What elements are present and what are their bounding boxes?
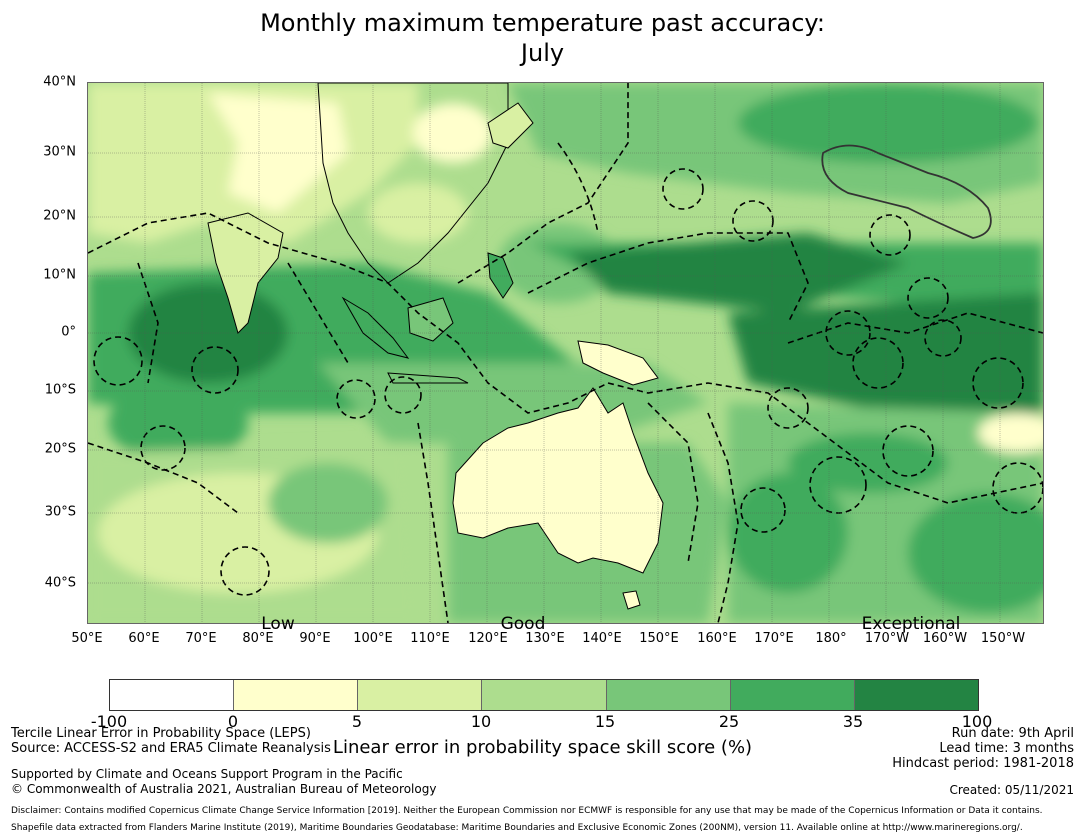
lon-label-90e: 90°E: [299, 631, 331, 646]
colorbar-segment: [358, 680, 483, 710]
disclaimer-text: Disclaimer: Contains modified Copernicus…: [11, 806, 1043, 816]
colorbar-tick: -100: [90, 712, 128, 731]
support-text: Supported by Climate and Oceans Support …: [11, 767, 403, 781]
source-text: Source: ACCESS-S2 and ERA5 Climate Reana…: [11, 741, 331, 756]
lon-label-170e: 170°E: [754, 631, 794, 646]
lon-label-60e: 60°E: [128, 631, 160, 646]
lon-label-170w: 170°W: [864, 631, 910, 646]
title-line-2: July: [520, 39, 565, 67]
lon-label-130e: 130°E: [525, 631, 565, 646]
lead-time-text: Lead time: 3 months: [939, 741, 1074, 756]
chart-title: Monthly maximum temperature past accurac…: [0, 8, 1085, 68]
lon-label-110e: 110°E: [410, 631, 450, 646]
colorbar-tick: 15: [594, 712, 616, 731]
colorbar-segment: [482, 680, 607, 710]
lat-label-40s: 40°S: [44, 575, 76, 591]
shapefile-credit-text: Shapefile data extracted from Flanders M…: [11, 823, 1023, 833]
copyright-text: © Commonwealth of Australia 2021, Austra…: [11, 782, 437, 796]
lat-label-10s: 10°S: [44, 382, 76, 398]
colorbar-segment: [606, 680, 731, 710]
skill-label-exceptional: Exceptional: [861, 614, 961, 634]
lon-label-160e: 160°E: [697, 631, 737, 646]
skill-field: [88, 83, 1043, 623]
lat-label-20n: 20°N: [43, 208, 76, 224]
lon-label-50e: 50°E: [71, 631, 103, 646]
lat-label-30s: 30°S: [44, 504, 76, 520]
india-land: [207, 212, 284, 334]
skill-label-good: Good: [500, 614, 546, 634]
eez-boundaries: [88, 83, 1043, 623]
lon-label-70e: 70°E: [185, 631, 217, 646]
run-date-text: Run date: 9th April: [951, 726, 1074, 741]
colorbar-tick: 10: [470, 712, 492, 731]
lon-label-100e: 100°E: [353, 631, 393, 646]
lon-label-160w: 160°W: [922, 631, 968, 646]
lon-label-150w: 150°W: [980, 631, 1026, 646]
hindcast-text: Hindcast period: 1981-2018: [892, 756, 1074, 771]
lat-label-10n: 10°N: [43, 267, 76, 283]
lat-label-40n: 40°N: [43, 74, 76, 90]
method-text: Tercile Linear Error in Probability Spac…: [11, 726, 311, 741]
lon-label-80e: 80°E: [242, 631, 274, 646]
graticule: [88, 83, 1043, 623]
colorbar-label: Linear error in probability space skill …: [332, 737, 753, 758]
colorbar-segment: [730, 680, 855, 710]
colorbar-tick: 25: [718, 712, 740, 731]
map-canvas: [88, 83, 1043, 623]
colorbar-tick: 5: [351, 712, 363, 731]
lat-label-20s: 20°S: [44, 441, 76, 457]
colorbar-tick: 0: [227, 712, 239, 731]
colorbar-segment: [234, 680, 359, 710]
colorbar-segment: [110, 680, 235, 710]
skill-map: [87, 82, 1044, 624]
colorbar-tick: 35: [842, 712, 864, 731]
lon-label-180: 180°: [815, 631, 847, 646]
created-text: Created: 05/11/2021: [949, 783, 1074, 797]
skill-label-low: Low: [261, 614, 295, 634]
lat-label-0: 0°: [61, 324, 76, 340]
colorbar-tick: 100: [961, 712, 993, 731]
colorbar-segment: [854, 680, 978, 710]
hawaii-eez-outline: [821, 144, 992, 239]
lon-label-150e: 150°E: [639, 631, 679, 646]
australia-land: [452, 387, 664, 574]
title-line-1: Monthly maximum temperature past accurac…: [260, 9, 825, 37]
colorbar: [109, 679, 979, 711]
lon-label-120e: 120°E: [468, 631, 508, 646]
new-guinea-land: [577, 340, 659, 386]
lat-label-30n: 30°N: [43, 144, 76, 160]
lon-label-140e: 140°E: [582, 631, 622, 646]
